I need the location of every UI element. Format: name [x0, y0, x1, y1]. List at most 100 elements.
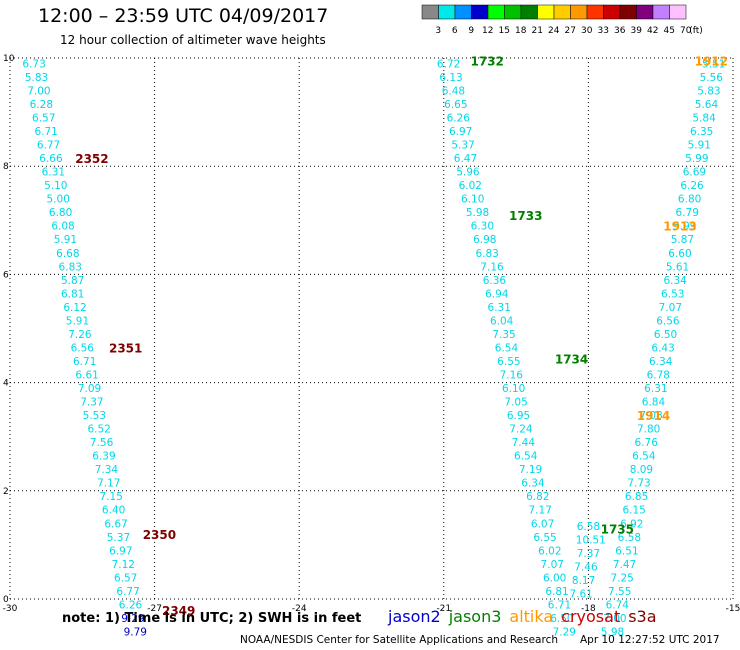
color-tick-label: 24 [548, 26, 560, 36]
wave-height-label: 7.73 [627, 478, 650, 490]
wave-height-label: 5.91 [66, 315, 89, 327]
wave-height-label: 6.13 [439, 72, 462, 84]
wave-height-label: 6.71 [73, 356, 96, 368]
wave-height-label: 5.99 [673, 221, 696, 233]
y-tick-label: 8 [3, 162, 9, 172]
wave-height-label: 9.29 [121, 613, 144, 625]
wave-height-label: 5.53 [83, 410, 106, 422]
wave-height-label: 6.54 [514, 451, 538, 463]
wave-height-label: 7.12 [112, 559, 135, 571]
wave-height-label: 6.31 [644, 383, 667, 395]
wave-height-label: 7.15 [100, 491, 123, 503]
wave-height-label: 7.29 [553, 626, 576, 638]
wave-height-label: 6.47 [454, 153, 477, 165]
wave-height-label: 7.47 [613, 559, 636, 571]
wave-height-label: 6.97 [449, 126, 472, 138]
wave-height-label: 7.16 [480, 261, 504, 273]
wave-height-label: 6.02 [538, 545, 561, 557]
wave-height-label: 5.96 [456, 167, 480, 179]
y-tick-label: 10 [3, 54, 15, 64]
wave-height-label: 6.28 [30, 99, 53, 111]
wave-height-label: 6.50 [550, 613, 573, 625]
wave-height-label: 5.64 [695, 99, 719, 111]
wave-height-label: 6.81 [61, 288, 84, 300]
wave-height-label: 6.77 [116, 586, 139, 598]
wave-height-label: 7.24 [509, 424, 533, 436]
wave-height-label: 6.48 [442, 85, 465, 97]
wave-height-label: 5.87 [671, 234, 694, 246]
wave-height-label: 6.26 [119, 599, 143, 611]
wave-height-label: 6.55 [533, 532, 556, 544]
color-tick-label: 42 [647, 26, 658, 36]
x-tick-label: -15 [726, 604, 740, 614]
wave-height-label: 5.91 [688, 140, 711, 152]
wave-height-label: 7.46 [574, 562, 598, 574]
wave-height-label: 6.80 [678, 194, 701, 206]
wave-height-label: 5.10 [44, 180, 67, 192]
wave-height-label: 6.00 [543, 572, 566, 584]
wave-height-label: 7.17 [529, 505, 552, 517]
wave-height-label: 5.56 [700, 72, 724, 84]
wave-height-label: 7.00 [27, 85, 50, 97]
wave-height-label: 6.78 [647, 369, 670, 381]
wave-height-label: 6.95 [507, 410, 530, 422]
pass-time-label: 2352 [75, 152, 108, 166]
satellite-legend-item: s3a [628, 607, 657, 626]
pass-time-label: 1732 [470, 55, 503, 69]
satellite-legend-item: altika [509, 607, 554, 626]
wave-height-label: 5.98 [601, 626, 624, 638]
wave-height-label: 6.43 [651, 342, 674, 354]
wave-height-label: 5.83 [697, 85, 720, 97]
wave-height-label: 6.53 [661, 288, 684, 300]
wave-height-label: 6.55 [497, 356, 520, 368]
wave-height-label: 6.57 [114, 572, 137, 584]
color-unit-label: (ft) [689, 26, 703, 36]
wave-height-label: 6.67 [104, 518, 127, 530]
wave-height-label: 7.37 [577, 548, 600, 560]
color-tick-label: 18 [515, 26, 527, 36]
color-tick-label: 36 [614, 26, 626, 36]
pass-time-label: 1913 [663, 220, 696, 234]
wave-height-label: 6.02 [459, 180, 482, 192]
wave-height-label: 6.34 [521, 478, 545, 490]
pass-time-label: 1912 [695, 55, 728, 69]
wave-height-label: 8.17 [572, 575, 595, 587]
wave-height-label: 6.31 [42, 167, 65, 179]
wave-height-label: 6.58 [577, 521, 600, 533]
satellite-legend-item: cryosat [561, 607, 621, 626]
color-tick-label: 21 [532, 26, 543, 36]
color-tick-label: 45 [664, 26, 675, 36]
wave-height-label: 7.00 [603, 613, 626, 625]
wave-height-label: 7.07 [659, 302, 682, 314]
wave-height-label: 6.66 [39, 153, 63, 165]
color-tick-label: 6 [452, 26, 458, 36]
wave-height-label: 6.94 [485, 288, 509, 300]
wave-height-label: 7.80 [637, 424, 660, 436]
wave-height-label: 6.69 [683, 167, 706, 179]
wave-height-label: 6.83 [475, 248, 498, 260]
y-tick-label: 4 [3, 379, 9, 389]
wave-height-label: 6.34 [663, 275, 687, 287]
wave-height-label: 6.71 [548, 599, 571, 611]
wave-height-label: 6.60 [668, 248, 691, 260]
wave-height-label: 6.61 [75, 369, 98, 381]
color-tick-label: 30 [581, 26, 593, 36]
wave-height-label: 7.44 [512, 437, 536, 449]
color-tick-label: 12 [482, 26, 493, 36]
color-scale-legend: 3 6 9 12 15 18 21 24 27 30 33 36 39 42 45 70(ft) [421, 4, 703, 36]
wave-height-label: 6.26 [680, 180, 704, 192]
wave-height-label: 7.05 [504, 397, 527, 409]
y-tick-label: 0 [3, 595, 9, 605]
wave-height-label: 7.61 [569, 589, 592, 601]
wave-height-label: 6.12 [63, 302, 86, 314]
color-swatch [669, 4, 687, 20]
color-tick-label: 70 [680, 26, 692, 36]
wave-height-label: 5.00 [47, 194, 70, 206]
wave-height-label: 6.31 [488, 302, 511, 314]
color-tick-label: 3 [435, 26, 441, 36]
wave-height-label: 6.35 [690, 126, 713, 138]
wave-height-label: 7.08 [639, 410, 662, 422]
pass-time-label: 1734 [555, 352, 588, 366]
wave-height-label: 6.57 [32, 113, 55, 125]
